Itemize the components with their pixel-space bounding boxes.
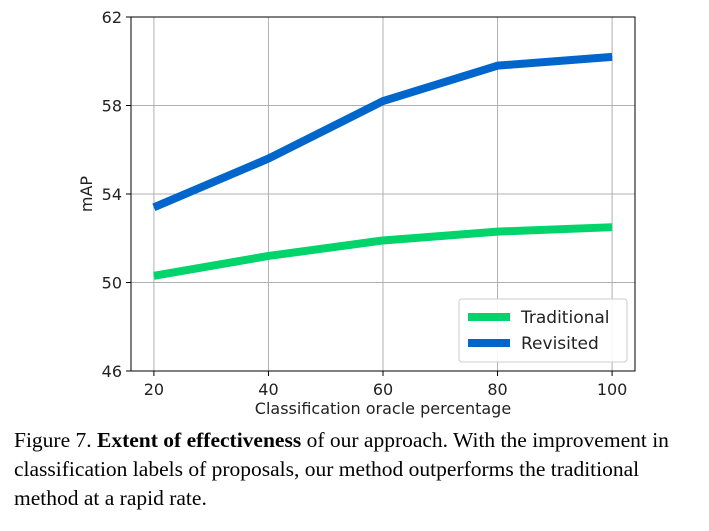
data-point-revisited <box>382 100 384 102</box>
data-point-traditional <box>497 231 499 233</box>
caption-rest: of our approach. With the improvement in… <box>14 428 669 510</box>
x-tick-label: 80 <box>487 380 507 399</box>
data-point-revisited <box>153 206 155 208</box>
line-chart: 20 40 60 80 100 46 50 54 58 62 Classification ora… <box>77 8 636 418</box>
data-point-traditional <box>611 226 613 228</box>
legend: Traditional Revisited <box>458 298 628 363</box>
data-point-traditional <box>153 275 155 277</box>
legend-label-traditional: Traditional <box>520 308 610 328</box>
x-tick-label: 100 <box>597 380 628 399</box>
caption-prefix: Figure 7. <box>14 428 98 452</box>
data-point-revisited <box>267 158 269 160</box>
caption-bold: Extent of effectiveness <box>97 428 302 452</box>
data-point-traditional <box>382 239 384 241</box>
data-point-traditional <box>267 255 269 257</box>
series-layer <box>152 52 613 280</box>
y-axis-label: mAP <box>77 176 96 213</box>
x-tick-label: 20 <box>144 380 164 399</box>
y-tick-label: 54 <box>102 185 122 204</box>
data-point-revisited <box>611 56 613 58</box>
x-axis-label: Classification oracle percentage <box>255 399 511 418</box>
x-tick-label: 60 <box>373 380 393 399</box>
y-tick-label: 46 <box>102 362 122 381</box>
y-tick-label: 62 <box>102 8 122 27</box>
legend-label-revisited: Revisited <box>521 334 599 354</box>
x-tick-label: 40 <box>258 380 278 399</box>
data-point-revisited <box>497 65 499 67</box>
figure-caption: Figure 7. Extent of effectiveness of our… <box>14 426 696 513</box>
axis-ticks: 20 40 60 80 100 46 50 54 58 62 <box>102 8 628 399</box>
y-tick-label: 58 <box>102 97 122 116</box>
y-tick-label: 50 <box>102 274 122 293</box>
